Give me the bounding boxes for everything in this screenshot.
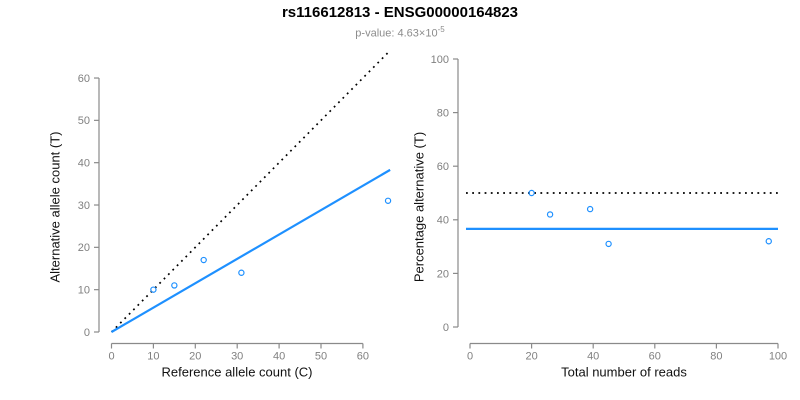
left-x-tick-label: 10	[147, 351, 159, 363]
left-y-tick-label: 60	[78, 73, 90, 85]
right-x-tick-label: 0	[467, 351, 473, 363]
identity-line	[110, 50, 390, 333]
left-y-tick-label: 50	[78, 115, 90, 127]
fit-line	[110, 168, 391, 333]
right-data-point	[605, 240, 612, 248]
left-x-tick-label: 0	[108, 351, 114, 363]
right-y-axis-title: Percentage alternative (T)	[411, 131, 427, 283]
left-x-tick-label: 40	[273, 351, 285, 363]
plot-subtitle: p-value: 4.63×10-5	[0, 25, 800, 40]
left-data-point	[238, 269, 245, 276]
left-x-tick-label: 20	[189, 351, 201, 363]
left-x-tick-label: 30	[231, 351, 243, 363]
right-data-point	[586, 205, 594, 213]
left-data-point	[384, 197, 392, 204]
right-y-tick-label: 80	[437, 107, 449, 119]
right-x-tick-label: 80	[710, 351, 722, 363]
right-data-point	[546, 211, 554, 218]
left-x-tick-label: 60	[357, 351, 369, 363]
right-y-tick-label: 0	[443, 322, 449, 334]
right-y-tick-label: 20	[437, 268, 449, 280]
plot-title: rs116612813 - ENSG00000164823	[281, 4, 519, 21]
right-x-axis-title: Total number of reads	[561, 364, 687, 380]
left-y-tick-label: 10	[78, 285, 90, 297]
left-y-tick-label: 0	[84, 327, 90, 339]
right-data-point	[528, 189, 535, 197]
right-scatter-plot: 0 20 40 60 80 100 0 20 40 60 80 100	[431, 54, 788, 363]
right-y-tick-label: 40	[437, 215, 449, 227]
left-scatter-plot: 0 10 20 30 40 50 60 0 10 20 30 40 50 60	[78, 50, 392, 363]
right-x-tick-label: 40	[587, 351, 599, 363]
left-data-point	[200, 256, 207, 264]
pvalue-exponent: -5	[437, 25, 445, 34]
left-y-tick-label: 30	[78, 200, 90, 212]
right-y-tick-label: 100	[431, 54, 449, 66]
left-data-point	[150, 286, 157, 293]
left-x-tick-label: 50	[315, 351, 327, 363]
left-y-axis-title: Alternative allele count (T)	[47, 131, 63, 283]
right-x-tick-label: 60	[649, 351, 661, 363]
left-data-point	[171, 282, 178, 289]
right-x-tick-label: 100	[769, 351, 787, 363]
right-data-point	[765, 238, 772, 245]
pvalue-text: p-value: 4.63×10	[355, 27, 438, 40]
left-y-tick-label: 40	[78, 158, 90, 170]
right-y-tick-label: 60	[437, 161, 449, 173]
right-x-tick-label: 20	[525, 351, 537, 363]
left-y-tick-label: 20	[78, 242, 90, 254]
left-x-axis-title: Reference allele count (C)	[161, 364, 313, 380]
